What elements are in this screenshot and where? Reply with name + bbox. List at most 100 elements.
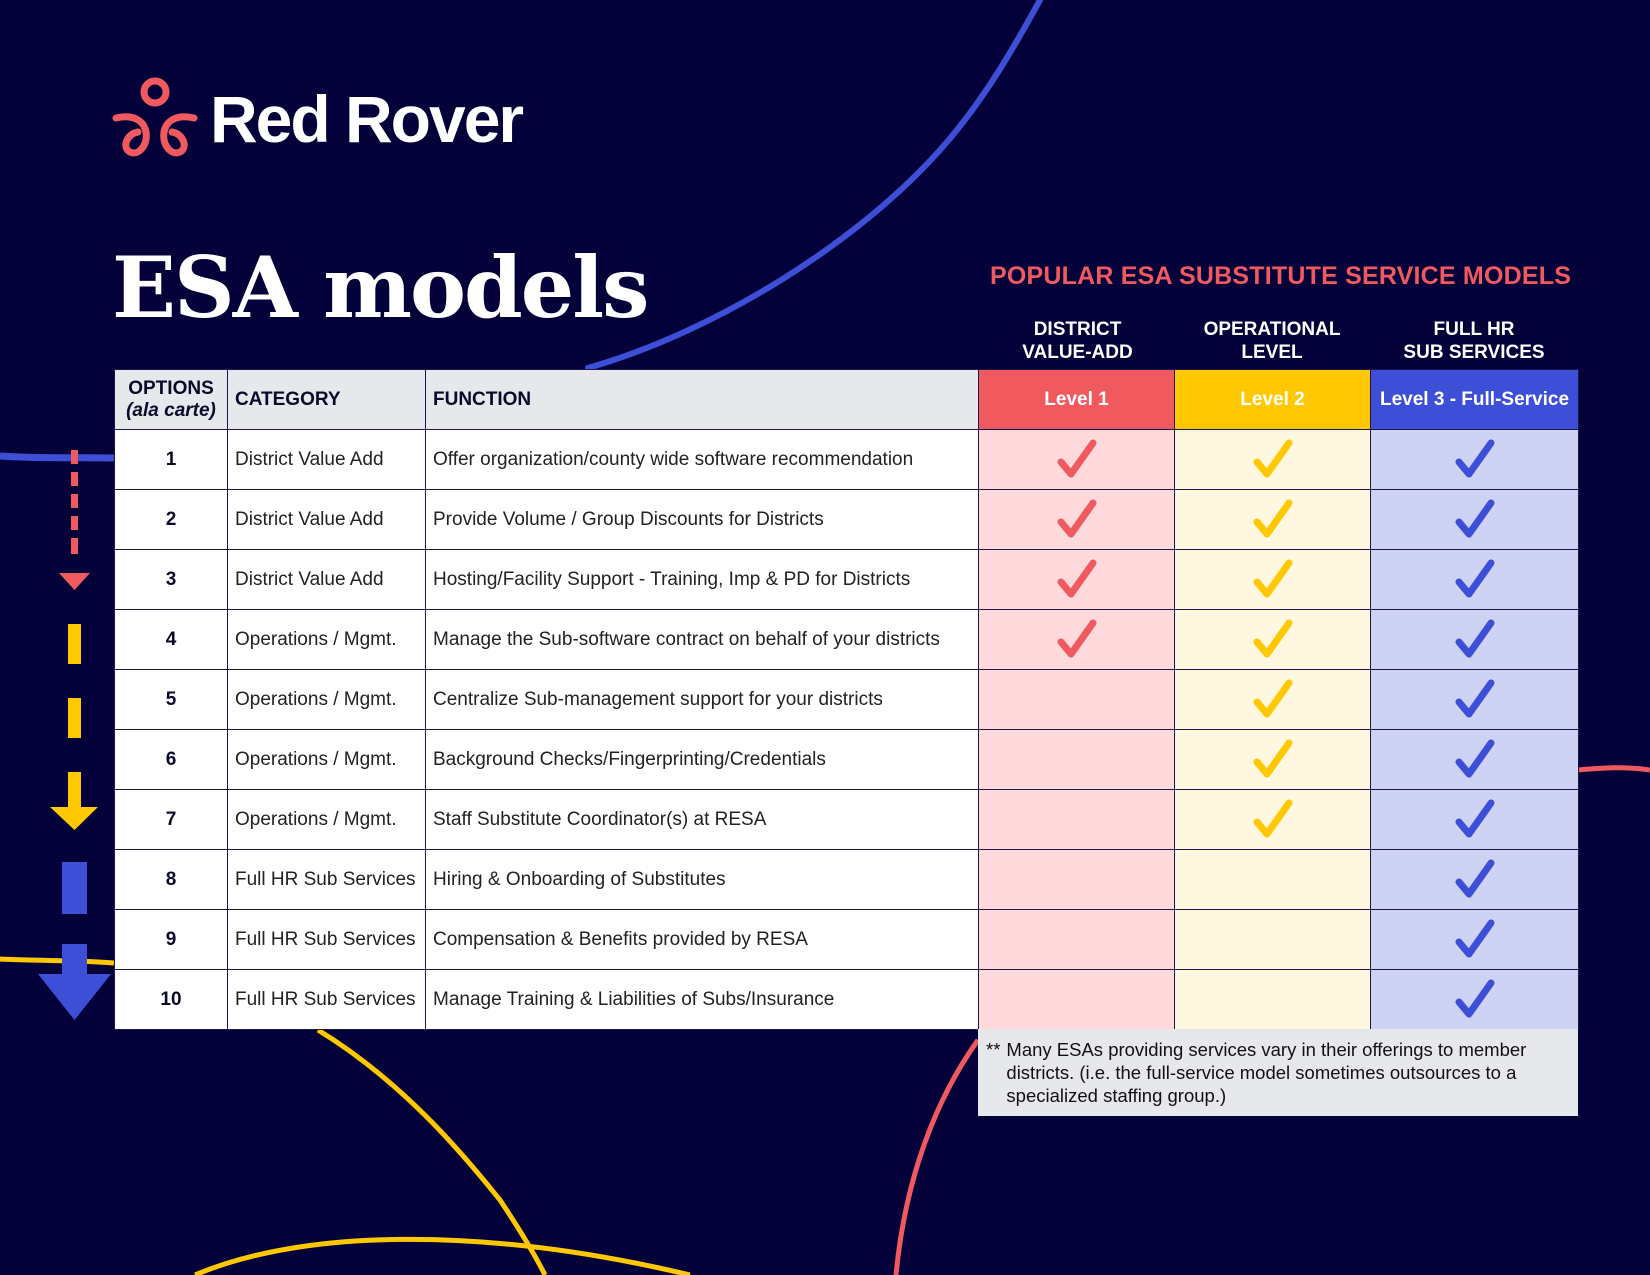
table-body: 1 District Value Add Offer organization/co…	[114, 429, 1579, 1030]
table-row: 7 Operations / Mgmt. Staff Substitute Coor…	[114, 789, 1579, 850]
function-cell: Compensation & Benefits provided by RESA	[425, 909, 979, 970]
checkmark-icon	[1057, 439, 1096, 477]
level-2-cell	[1174, 429, 1371, 490]
footnote-text: Many ESAs providing services vary in the…	[1006, 1039, 1527, 1106]
checkmark-icon	[1455, 439, 1494, 477]
checkmark-icon	[1253, 619, 1292, 657]
progression-arrows	[38, 450, 111, 1020]
level-1-cell	[978, 549, 1175, 610]
level-3-cell	[1370, 549, 1579, 610]
checkmark-icon	[1253, 439, 1292, 477]
option-number: 4	[114, 609, 228, 670]
table-row: 2 District Value Add Provide Volume / Grou…	[114, 489, 1579, 550]
checkmark-icon	[1057, 559, 1096, 597]
checkmark-icon	[1253, 799, 1292, 837]
level-2-cell	[1174, 909, 1371, 970]
checkmark-icon	[1057, 499, 1096, 537]
header-function: FUNCTION	[425, 369, 979, 430]
option-number: 1	[114, 429, 228, 490]
category-cell: District Value Add	[227, 429, 426, 490]
yellow-arc-bottom	[194, 1236, 691, 1275]
checkmark-icon	[1455, 859, 1494, 897]
function-cell: Staff Substitute Coordinator(s) at RESA	[425, 789, 979, 850]
category-cell: Operations / Mgmt.	[227, 609, 426, 670]
table-row: 4 Operations / Mgmt. Manage the Sub-softwa…	[114, 609, 1579, 670]
header-category: CATEGORY	[227, 369, 426, 430]
level-2-cell	[1174, 669, 1371, 730]
option-number: 9	[114, 909, 228, 970]
level-1-cell	[978, 609, 1175, 670]
category-cell: Operations / Mgmt.	[227, 789, 426, 850]
checkmark-icon	[1455, 679, 1494, 717]
section-subtitle: POPULAR ESA SUBSTITUTE SERVICE MODELS	[990, 262, 1572, 290]
level-2-caption: OPERATIONAL LEVEL	[1203, 319, 1341, 363]
option-number: 5	[114, 669, 228, 730]
level-1-cell	[978, 729, 1175, 790]
brand-name: Red Rover	[210, 82, 524, 156]
red-curve	[893, 1038, 981, 1275]
option-number: 3	[114, 549, 228, 610]
category-cell: Operations / Mgmt.	[227, 729, 426, 790]
category-cell: District Value Add	[227, 489, 426, 550]
level-2-cell	[1174, 489, 1371, 550]
option-number: 10	[114, 969, 228, 1030]
function-cell: Offer organization/county wide software …	[425, 429, 979, 490]
checkmark-icon	[1253, 739, 1292, 777]
red-line-right	[1577, 765, 1650, 773]
level-2-cell	[1174, 549, 1371, 610]
level-3-cell	[1370, 609, 1579, 670]
level-3-cell	[1370, 969, 1579, 1030]
level-1-cell	[978, 789, 1175, 850]
category-cell: Full HR Sub Services	[227, 909, 426, 970]
table-header-row: OPTIONS (ala carte) CATEGORY FUNCTION Le…	[114, 369, 1579, 430]
function-cell: Background Checks/Fingerprinting/Credent…	[425, 729, 979, 790]
level-1-cell	[978, 669, 1175, 730]
level-1-cell	[978, 909, 1175, 970]
table-row: 1 District Value Add Offer organization/co…	[114, 429, 1579, 490]
level-3-cell	[1370, 669, 1579, 730]
red-dashed-arrow-icon	[59, 450, 90, 590]
header-level-2: Level 2	[1174, 369, 1371, 430]
option-number: 8	[114, 849, 228, 910]
level-3-cell	[1370, 729, 1579, 790]
yellow-line-left	[0, 956, 115, 966]
checkmark-icon	[1455, 619, 1494, 657]
category-cell: Full HR Sub Services	[227, 969, 426, 1030]
checkmark-icon	[1455, 799, 1494, 837]
category-cell: Full HR Sub Services	[227, 849, 426, 910]
checkmark-icon	[1455, 739, 1494, 777]
table-row: 6 Operations / Mgmt. Background Checks/Fin…	[114, 729, 1579, 790]
checkmark-icon	[1455, 979, 1494, 1017]
checkmark-icon	[1057, 619, 1096, 657]
level-1-cell	[978, 849, 1175, 910]
level-3-cell	[1370, 489, 1579, 550]
checkmark-icon	[1253, 499, 1292, 537]
yellow-dashed-arrow-icon	[50, 624, 98, 830]
function-cell: Manage Training & Liabilities of Subs/In…	[425, 969, 979, 1030]
checkmark-icon	[1455, 499, 1494, 537]
function-cell: Hosting/Facility Support - Training, Imp…	[425, 549, 979, 610]
option-number: 6	[114, 729, 228, 790]
table-row: 5 Operations / Mgmt. Centralize Sub-manage…	[114, 669, 1579, 730]
table-row: 3 District Value Add Hosting/Facility Supp…	[114, 549, 1579, 610]
level-3-cell	[1370, 429, 1579, 490]
checkmark-icon	[1455, 559, 1494, 597]
function-cell: Provide Volume / Group Discounts for Dis…	[425, 489, 979, 550]
category-cell: Operations / Mgmt.	[227, 669, 426, 730]
level-2-cell	[1174, 789, 1371, 850]
level-2-cell	[1174, 729, 1371, 790]
checkmark-icon	[1455, 919, 1494, 957]
blue-line-left	[0, 452, 115, 462]
red-rover-logo-icon	[112, 77, 198, 157]
category-cell: District Value Add	[227, 549, 426, 610]
function-cell: Manage the Sub-software contract on beha…	[425, 609, 979, 670]
level-2-cell	[1174, 609, 1371, 670]
brand-logo: Red Rover	[112, 76, 524, 162]
level-3-caption: FULL HR SUB SERVICES	[1403, 319, 1545, 363]
function-cell: Centralize Sub-management support for yo…	[425, 669, 979, 730]
blue-curve	[585, 0, 1043, 371]
page-title: ESA models	[112, 238, 649, 337]
level-3-cell	[1370, 789, 1579, 850]
function-cell: Hiring & Onboarding of Substitutes	[425, 849, 979, 910]
